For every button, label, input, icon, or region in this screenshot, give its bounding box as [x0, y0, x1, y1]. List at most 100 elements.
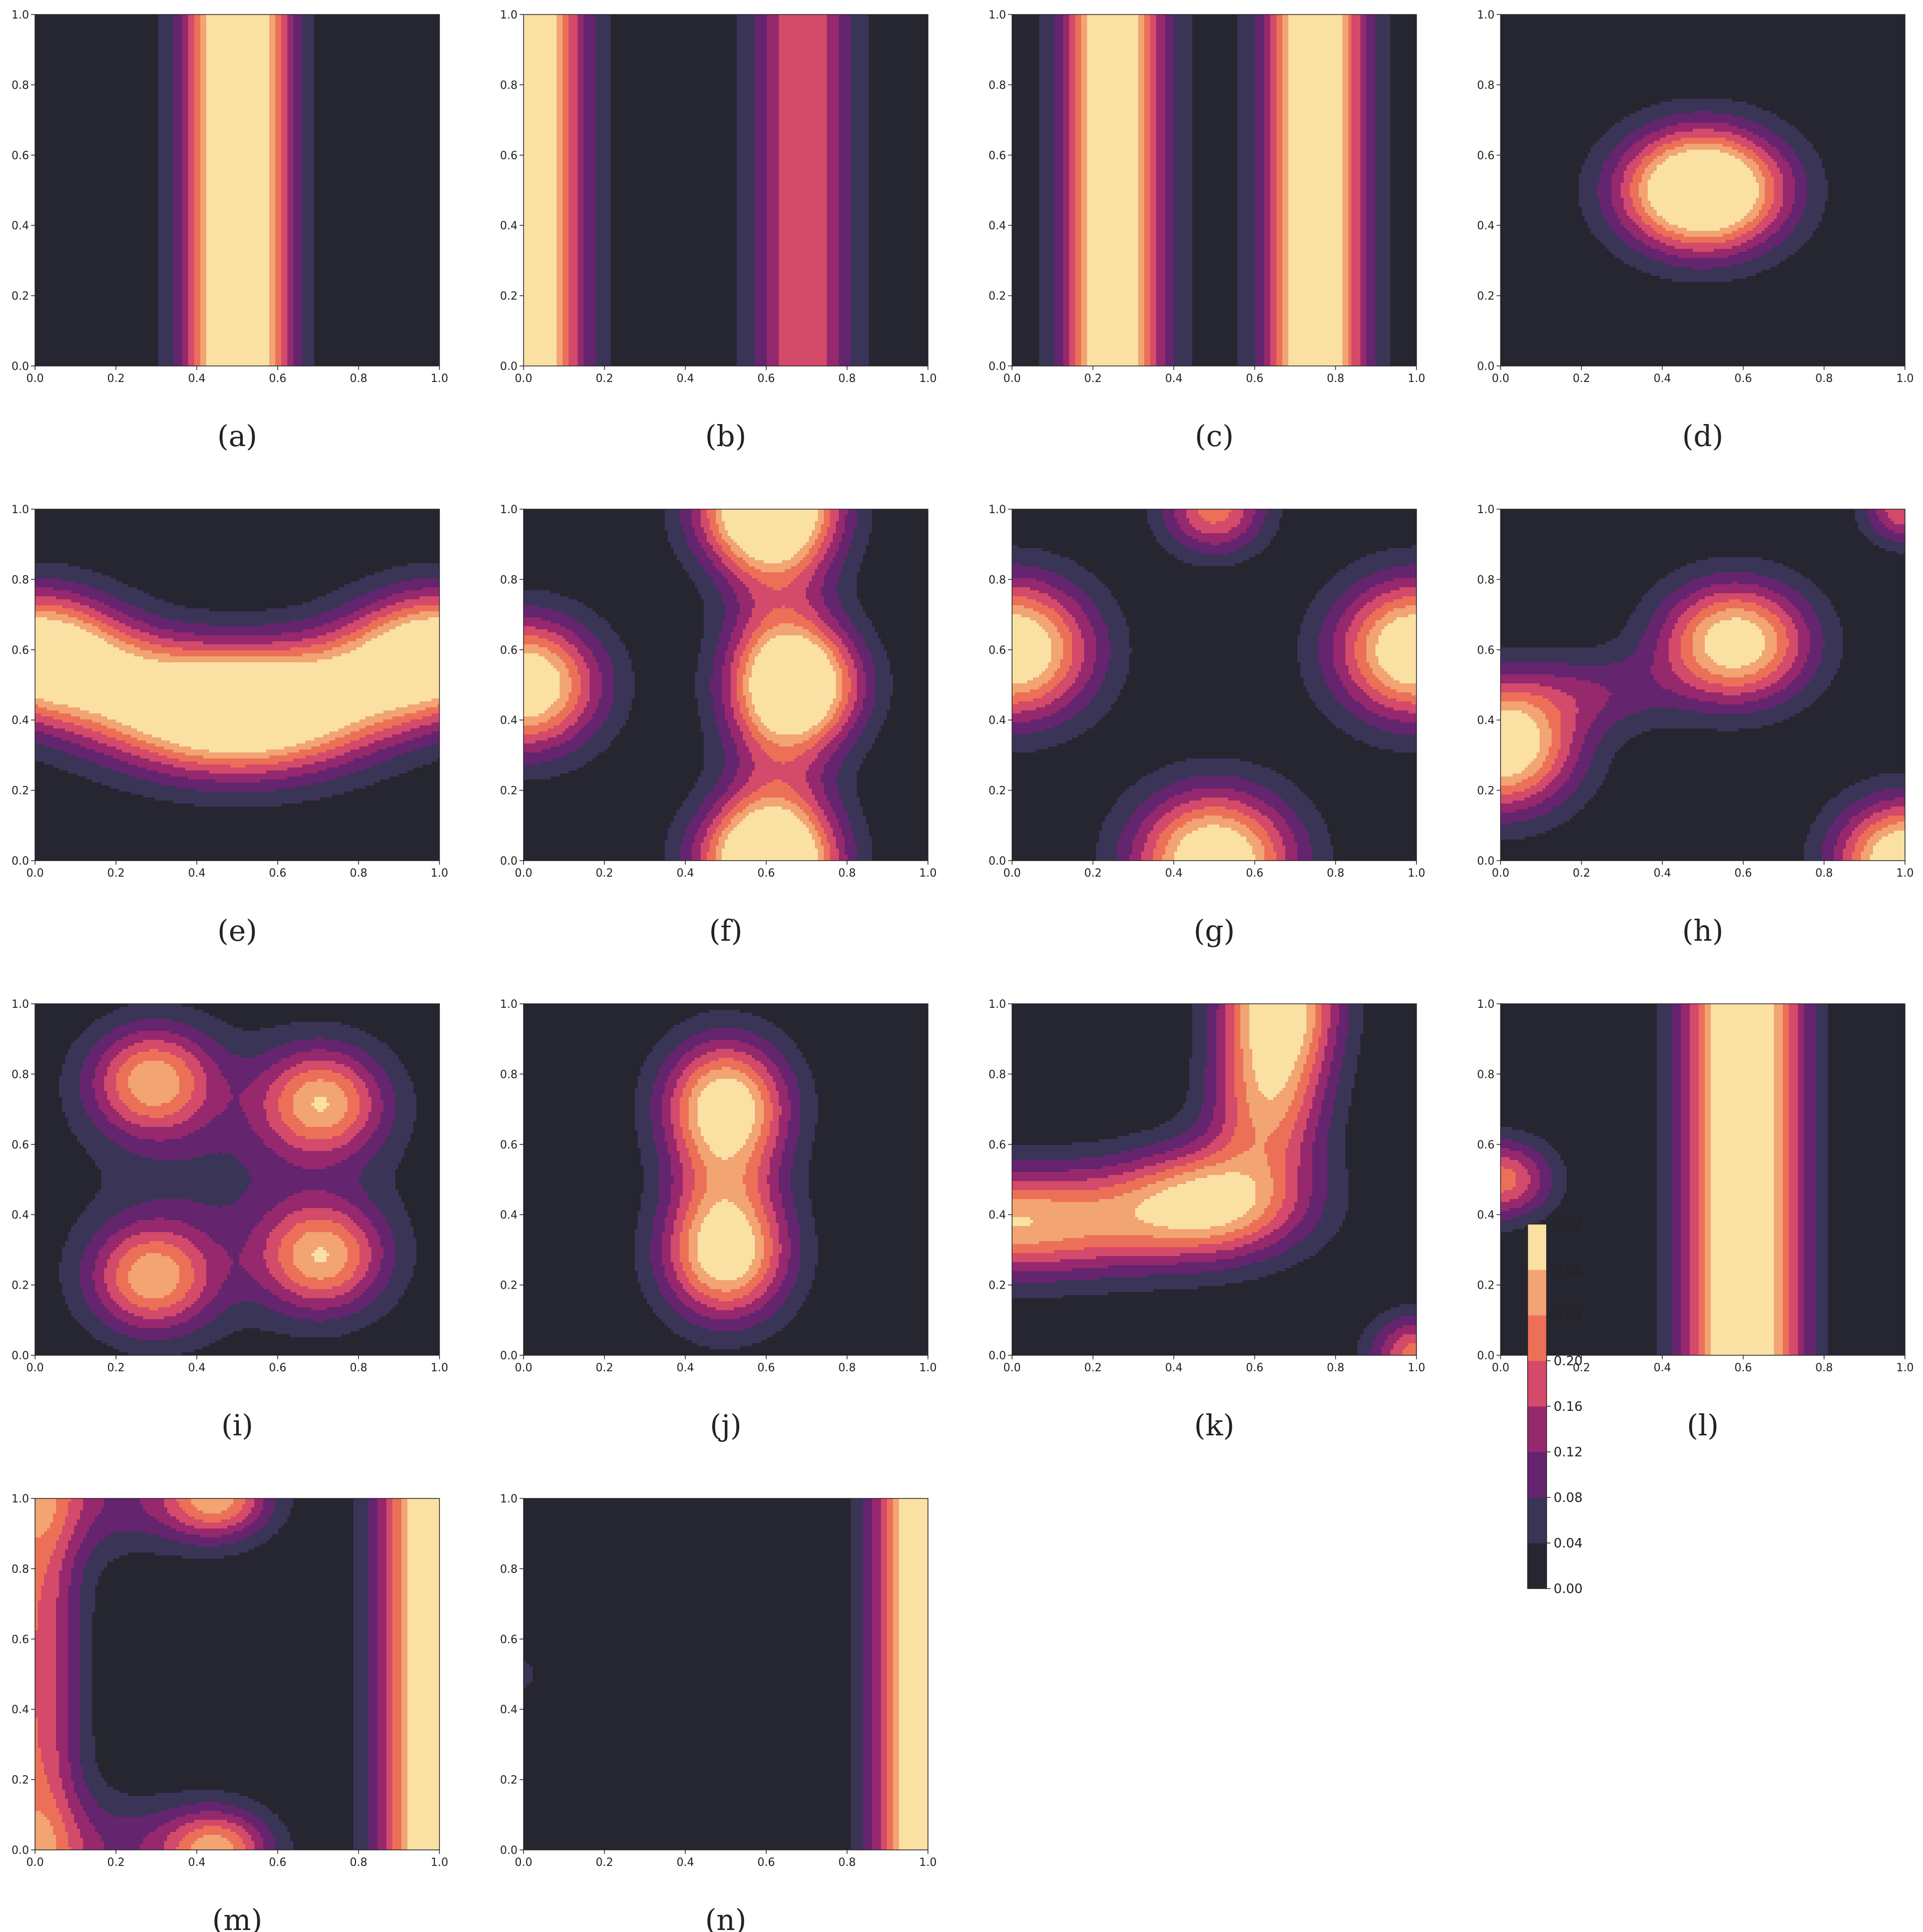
contour-level-2: [1012, 1004, 1416, 1355]
x-tick-label: 1.0: [919, 1856, 937, 1869]
x-tick-label: 0.0: [27, 867, 44, 880]
contour-level-4: [1501, 509, 1905, 861]
y-tick-label: 1.0: [989, 504, 1006, 516]
x-tick-label: 0.2: [1084, 1362, 1102, 1374]
x-tick-label: 0.8: [838, 867, 856, 880]
x-tick-label: 0.8: [1327, 867, 1344, 880]
x-tick-label: 0.0: [27, 372, 44, 385]
colorbar-tick-label: 0.12: [1554, 1445, 1583, 1460]
y-tick-label: 0.8: [989, 1068, 1006, 1081]
y-tick-label: 0.0: [12, 855, 29, 868]
colorbar-tick-label: 0.08: [1554, 1490, 1583, 1505]
x-tick-label: 0.0: [515, 867, 533, 880]
x-tick-label: 0.4: [1654, 372, 1671, 385]
colorbar-segment: [1528, 1224, 1547, 1270]
x-tick-label: 0.2: [596, 372, 613, 385]
x-tick-label: 0.2: [1084, 867, 1102, 880]
y-tick-label: 0.6: [989, 150, 1006, 162]
axes-frame: [35, 509, 440, 861]
y-tick-label: 1.0: [1477, 504, 1495, 516]
panel-d: 0.0 0.2 0.4 0.6 0.8 1.0 0.0 0.2 0.4 0.6 0.8 1.0 (d): [1477, 9, 1914, 453]
panel-label: (m): [212, 1903, 262, 1932]
x-tick-label: 0.2: [1573, 1362, 1590, 1374]
x-tick-label: 1.0: [431, 372, 448, 385]
panel-label: (i): [221, 1408, 253, 1442]
y-tick-label: 1.0: [500, 1493, 518, 1505]
panel-a: 0.0 0.2 0.4 0.6 0.8 1.0 0.0 0.2 0.4 0.6 0.8 1.0 (a): [12, 9, 448, 453]
y-tick-label: 0.2: [12, 1280, 29, 1292]
y-tick-label: 0.6: [12, 644, 29, 657]
panel-label: (a): [217, 419, 257, 453]
panel-label: (l): [1687, 1408, 1719, 1442]
x-tick-label: 0.6: [757, 867, 775, 880]
y-tick-label: 0.2: [500, 785, 518, 798]
x-tick-label: 0.8: [350, 1362, 367, 1374]
y-tick-label: 0.2: [500, 1774, 518, 1787]
panel-label: (d): [1682, 419, 1723, 453]
y-tick-label: 0.2: [12, 290, 29, 303]
x-tick-label: 0.4: [188, 1856, 206, 1869]
x-tick-label: 1.0: [1896, 867, 1914, 880]
contour-field: [524, 1004, 928, 1355]
colorbar-segment: [1528, 1452, 1547, 1498]
x-tick-label: 0.6: [1734, 1362, 1752, 1374]
x-tick-label: 0.2: [1084, 372, 1102, 385]
contour-level-2: [1012, 509, 1416, 861]
x-tick-label: 0.2: [1573, 867, 1590, 880]
y-tick-label: 0.6: [1477, 1139, 1495, 1151]
y-tick-label: 0.0: [500, 1350, 518, 1362]
contour-level-6: [893, 1498, 899, 1850]
x-tick-label: 0.8: [838, 1362, 856, 1374]
contour-field: [1501, 15, 1905, 366]
contour-level-7: [35, 617, 439, 752]
x-tick-label: 0.8: [838, 372, 856, 385]
colorbar-tick-label: 0.00: [1554, 1582, 1583, 1597]
y-tick-label: 1.0: [989, 9, 1006, 22]
contour-level-5: [1501, 599, 1905, 861]
y-tick-label: 0.8: [500, 574, 518, 586]
contour-level-3: [872, 1498, 881, 1850]
contour-level-6: [1705, 1004, 1783, 1355]
x-tick-label: 0.8: [1815, 1362, 1833, 1374]
contour-level-4: [881, 1498, 887, 1850]
axes-frame: [35, 1498, 440, 1850]
y-tick-label: 0.6: [1477, 644, 1495, 657]
panel-label: (j): [710, 1408, 741, 1442]
contour-level-2: [524, 509, 875, 861]
panel-label: (e): [217, 914, 257, 948]
y-tick-label: 0.2: [500, 290, 518, 303]
y-tick-label: 0.6: [500, 1634, 518, 1646]
contour-level-6: [524, 509, 842, 861]
y-tick-label: 0.8: [1477, 1068, 1495, 1081]
y-tick-label: 0.8: [500, 1563, 518, 1576]
y-tick-label: 1.0: [12, 1493, 29, 1505]
x-tick-label: 0.6: [757, 1856, 775, 1869]
x-tick-label: 0.0: [1004, 372, 1021, 385]
x-tick-label: 1.0: [1896, 1362, 1914, 1374]
axes-frame: [523, 1498, 928, 1850]
x-tick-label: 0.0: [27, 1362, 44, 1374]
contour-field: [1501, 1004, 1905, 1355]
contour-level-6: [128, 1061, 347, 1298]
contour-field: [1012, 509, 1416, 861]
x-tick-label: 0.2: [107, 1362, 125, 1374]
axes-frame: [523, 509, 928, 861]
contour-field: [35, 1498, 439, 1850]
y-tick-label: 0.0: [989, 1350, 1006, 1362]
contour-level-1: [1012, 509, 1416, 861]
y-tick-label: 0.8: [12, 1068, 29, 1081]
x-tick-label: 1.0: [1408, 1362, 1425, 1374]
x-tick-label: 0.6: [1246, 1362, 1263, 1374]
colorbar-segment: [1528, 1270, 1547, 1316]
contour-field: [524, 1498, 928, 1850]
x-tick-label: 0.6: [1734, 372, 1752, 385]
x-tick-label: 1.0: [431, 1856, 448, 1869]
x-tick-label: 0.4: [1654, 1362, 1671, 1374]
x-tick-label: 0.4: [1165, 867, 1183, 880]
y-tick-label: 0.4: [12, 1209, 29, 1222]
contour-level-1: [59, 1004, 416, 1355]
axes-frame: [1012, 1003, 1417, 1356]
y-tick-label: 0.4: [1477, 220, 1495, 232]
contour-level-6: [689, 1067, 764, 1292]
panel-label: (c): [1195, 419, 1234, 453]
